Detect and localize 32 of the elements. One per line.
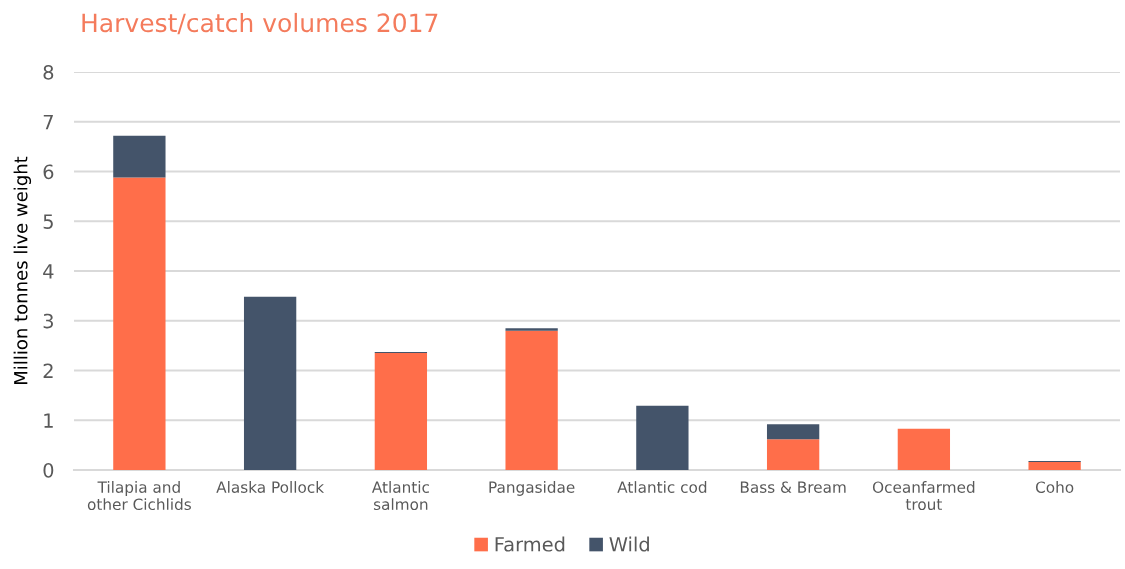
y-tick-label: 6	[43, 164, 54, 180]
bar	[374, 353, 428, 470]
y-tick-label: 1	[44, 413, 53, 428]
y-tick-label: 2	[43, 363, 53, 378]
x-tick-label: Oceanfarmed trout	[872, 481, 975, 511]
chart-title: Harvest/catch volumes 2017	[82, 12, 438, 35]
bar	[766, 439, 820, 470]
bar	[1028, 462, 1081, 470]
y-tick-label: 8	[43, 64, 54, 80]
y-axis-title: Million tonnes live weight	[13, 156, 32, 385]
bar	[505, 328, 558, 331]
legend-label: Farmed	[495, 536, 565, 552]
legend-label: Wild	[609, 536, 649, 552]
x-tick-label: Atlantic salmon	[371, 481, 429, 511]
y-tick-label: 7	[43, 114, 53, 130]
y-tick-label: 3	[43, 313, 53, 329]
bar	[766, 424, 820, 440]
x-tick-label: Bass & Bream	[740, 481, 846, 493]
bar	[636, 405, 689, 470]
y-tick-label: 0	[43, 462, 54, 478]
x-tick-label: Coho	[1035, 481, 1074, 493]
x-tick-label: Pangasidae	[489, 481, 575, 496]
bar	[243, 296, 297, 470]
bar	[113, 177, 166, 470]
x-tick-label: Atlantic cod	[617, 481, 707, 493]
y-tick-label: 5	[43, 214, 53, 229]
y-tick-label: 4	[43, 264, 54, 279]
x-tick-label: Alaska Pollock	[216, 481, 325, 493]
x-tick-label: Tilapia and other Cichlids	[87, 481, 191, 511]
bar	[113, 135, 166, 178]
bar	[897, 428, 951, 470]
bar	[505, 330, 558, 470]
